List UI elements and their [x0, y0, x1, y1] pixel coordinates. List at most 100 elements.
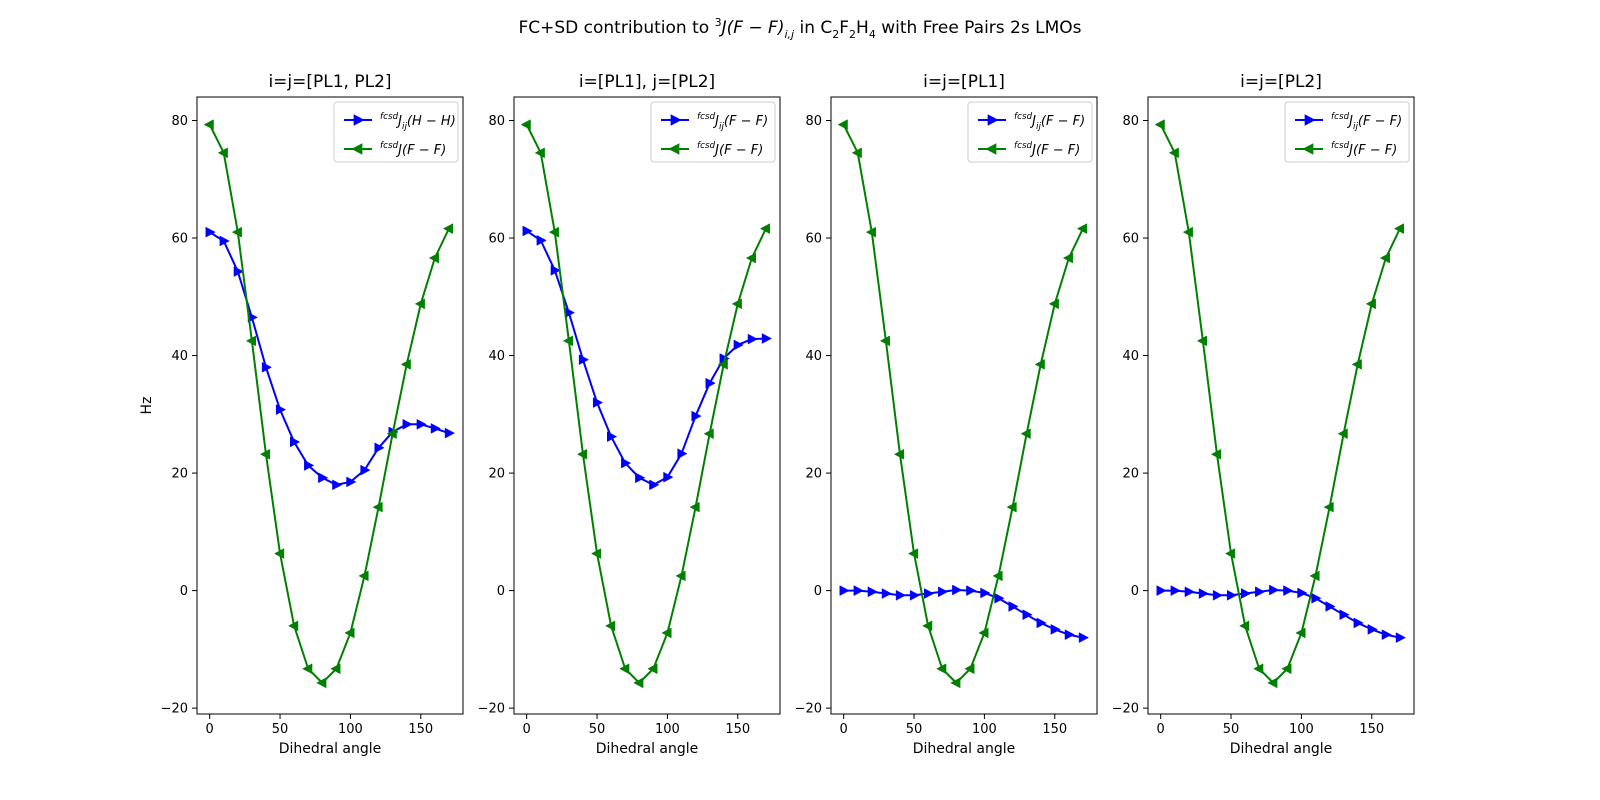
data-point [550, 264, 561, 276]
data-point [302, 663, 313, 675]
data-point [522, 225, 533, 237]
legend-label-main: J [712, 114, 719, 129]
y-tick-label: 40 [171, 349, 188, 364]
y-tick-label: −20 [478, 702, 505, 717]
legend-label-main: J [712, 143, 719, 158]
y-tick-label: −20 [1112, 702, 1139, 717]
legend-entry: fcsdJij(H − H) [344, 112, 456, 132]
data-point [1078, 632, 1089, 643]
data-point [865, 226, 876, 238]
data-point [231, 226, 242, 238]
y-tick-label: −20 [161, 702, 188, 717]
data-point [344, 627, 355, 639]
data-point [1062, 252, 1073, 264]
data-point [881, 588, 892, 599]
suptitle-coupling: J(F − F) [719, 18, 785, 38]
data-point [909, 589, 921, 601]
legend-label-sup: fcsd [380, 112, 399, 122]
data-point [442, 223, 454, 234]
data-point [1255, 586, 1266, 598]
legend-label-sup: fcsd [697, 112, 716, 122]
data-point [992, 570, 1003, 582]
y-tick-label: 0 [497, 584, 505, 599]
data-point [1365, 298, 1376, 310]
data-point [217, 147, 228, 159]
data-point [259, 448, 271, 460]
data-point [978, 627, 989, 639]
series-line [1160, 589, 1401, 639]
data-point [1170, 585, 1181, 596]
data-point [548, 226, 559, 238]
data-point [1154, 119, 1165, 130]
data-point [1198, 588, 1209, 599]
subplot-title: i=j=[PL2] [1240, 72, 1322, 92]
legend-label-sup: fcsd [1331, 112, 1350, 122]
legend-label-sup: fcsd [697, 141, 716, 151]
data-point [414, 298, 425, 310]
data-point [1020, 428, 1031, 440]
legend: fcsdJij(F − F)fcsdJ(F − F) [967, 101, 1093, 163]
data-point [330, 663, 341, 675]
series-2 [520, 119, 771, 689]
data-point [893, 448, 905, 460]
data-point [534, 147, 545, 159]
data-point [1225, 548, 1236, 559]
suptitle-f-subscript: 2 [849, 28, 856, 41]
data-point [1036, 617, 1047, 629]
data-point [318, 472, 329, 484]
legend-label: fcsdJij(H − H) [380, 112, 456, 132]
data-point [430, 423, 441, 434]
data-point [346, 476, 357, 488]
data-point [677, 448, 688, 460]
data-point [837, 119, 848, 130]
legend-label-arg: (F − F) [402, 143, 446, 158]
data-point [428, 252, 439, 264]
legend-label-sup: fcsd [1014, 141, 1033, 151]
legend-label-arg: (H − H) [407, 114, 456, 129]
subplot-3: i=j=[PL1] 0 50 100 150 −20 0 20 40 60 80 Dihedral a… [795, 72, 1098, 757]
subplot-grid: i=j=[PL1, PL2] 0 50 100 150 −20 0 20 40 60 80 Dihed… [139, 72, 1415, 757]
data-point [717, 359, 728, 370]
data-point [839, 585, 850, 596]
data-point [1309, 570, 1320, 582]
series-1 [205, 226, 455, 491]
legend-label-sub: ij [402, 122, 407, 132]
axes-frame [196, 96, 464, 715]
data-point [747, 333, 758, 345]
data-point [1253, 663, 1264, 675]
data-point [444, 427, 455, 439]
y-tick-label: 20 [805, 467, 822, 482]
data-point [647, 663, 658, 675]
legend-label: fcsdJ(F − F) [380, 141, 446, 158]
data-point [219, 235, 230, 247]
legend: fcsdJij(F − F)fcsdJ(F − F) [1284, 101, 1410, 163]
data-point [1226, 589, 1238, 601]
data-point [205, 226, 216, 238]
series-line [209, 231, 450, 486]
legend-label-arg: (F − F) [1041, 114, 1085, 129]
legend-label-arg: (F − F) [1358, 114, 1402, 129]
data-point [520, 119, 531, 130]
data-point [400, 359, 411, 370]
data-point [261, 361, 272, 373]
y-tick-label: −20 [795, 702, 822, 717]
legend-label: fcsdJ(F − F) [697, 141, 763, 158]
legend-label-arg: (F − F) [724, 114, 768, 129]
data-point [1297, 587, 1308, 599]
data-point [936, 663, 947, 675]
data-point [607, 431, 618, 443]
x-tick-label: 50 [589, 722, 606, 737]
legend-frame [967, 101, 1093, 163]
x-axis-label: Dihedral angle [279, 741, 382, 757]
axes-frame [513, 96, 781, 715]
y-tick-label: 60 [1122, 232, 1139, 247]
x-tick-label: 150 [1042, 722, 1067, 737]
series-1 [839, 584, 1089, 643]
x-axis-label: Dihedral angle [596, 741, 699, 757]
y-tick-label: 0 [180, 584, 188, 599]
y-tick-label: 20 [171, 467, 188, 482]
data-point [1379, 252, 1390, 264]
data-point [591, 548, 602, 559]
data-point [663, 471, 674, 483]
data-point [1156, 585, 1167, 596]
